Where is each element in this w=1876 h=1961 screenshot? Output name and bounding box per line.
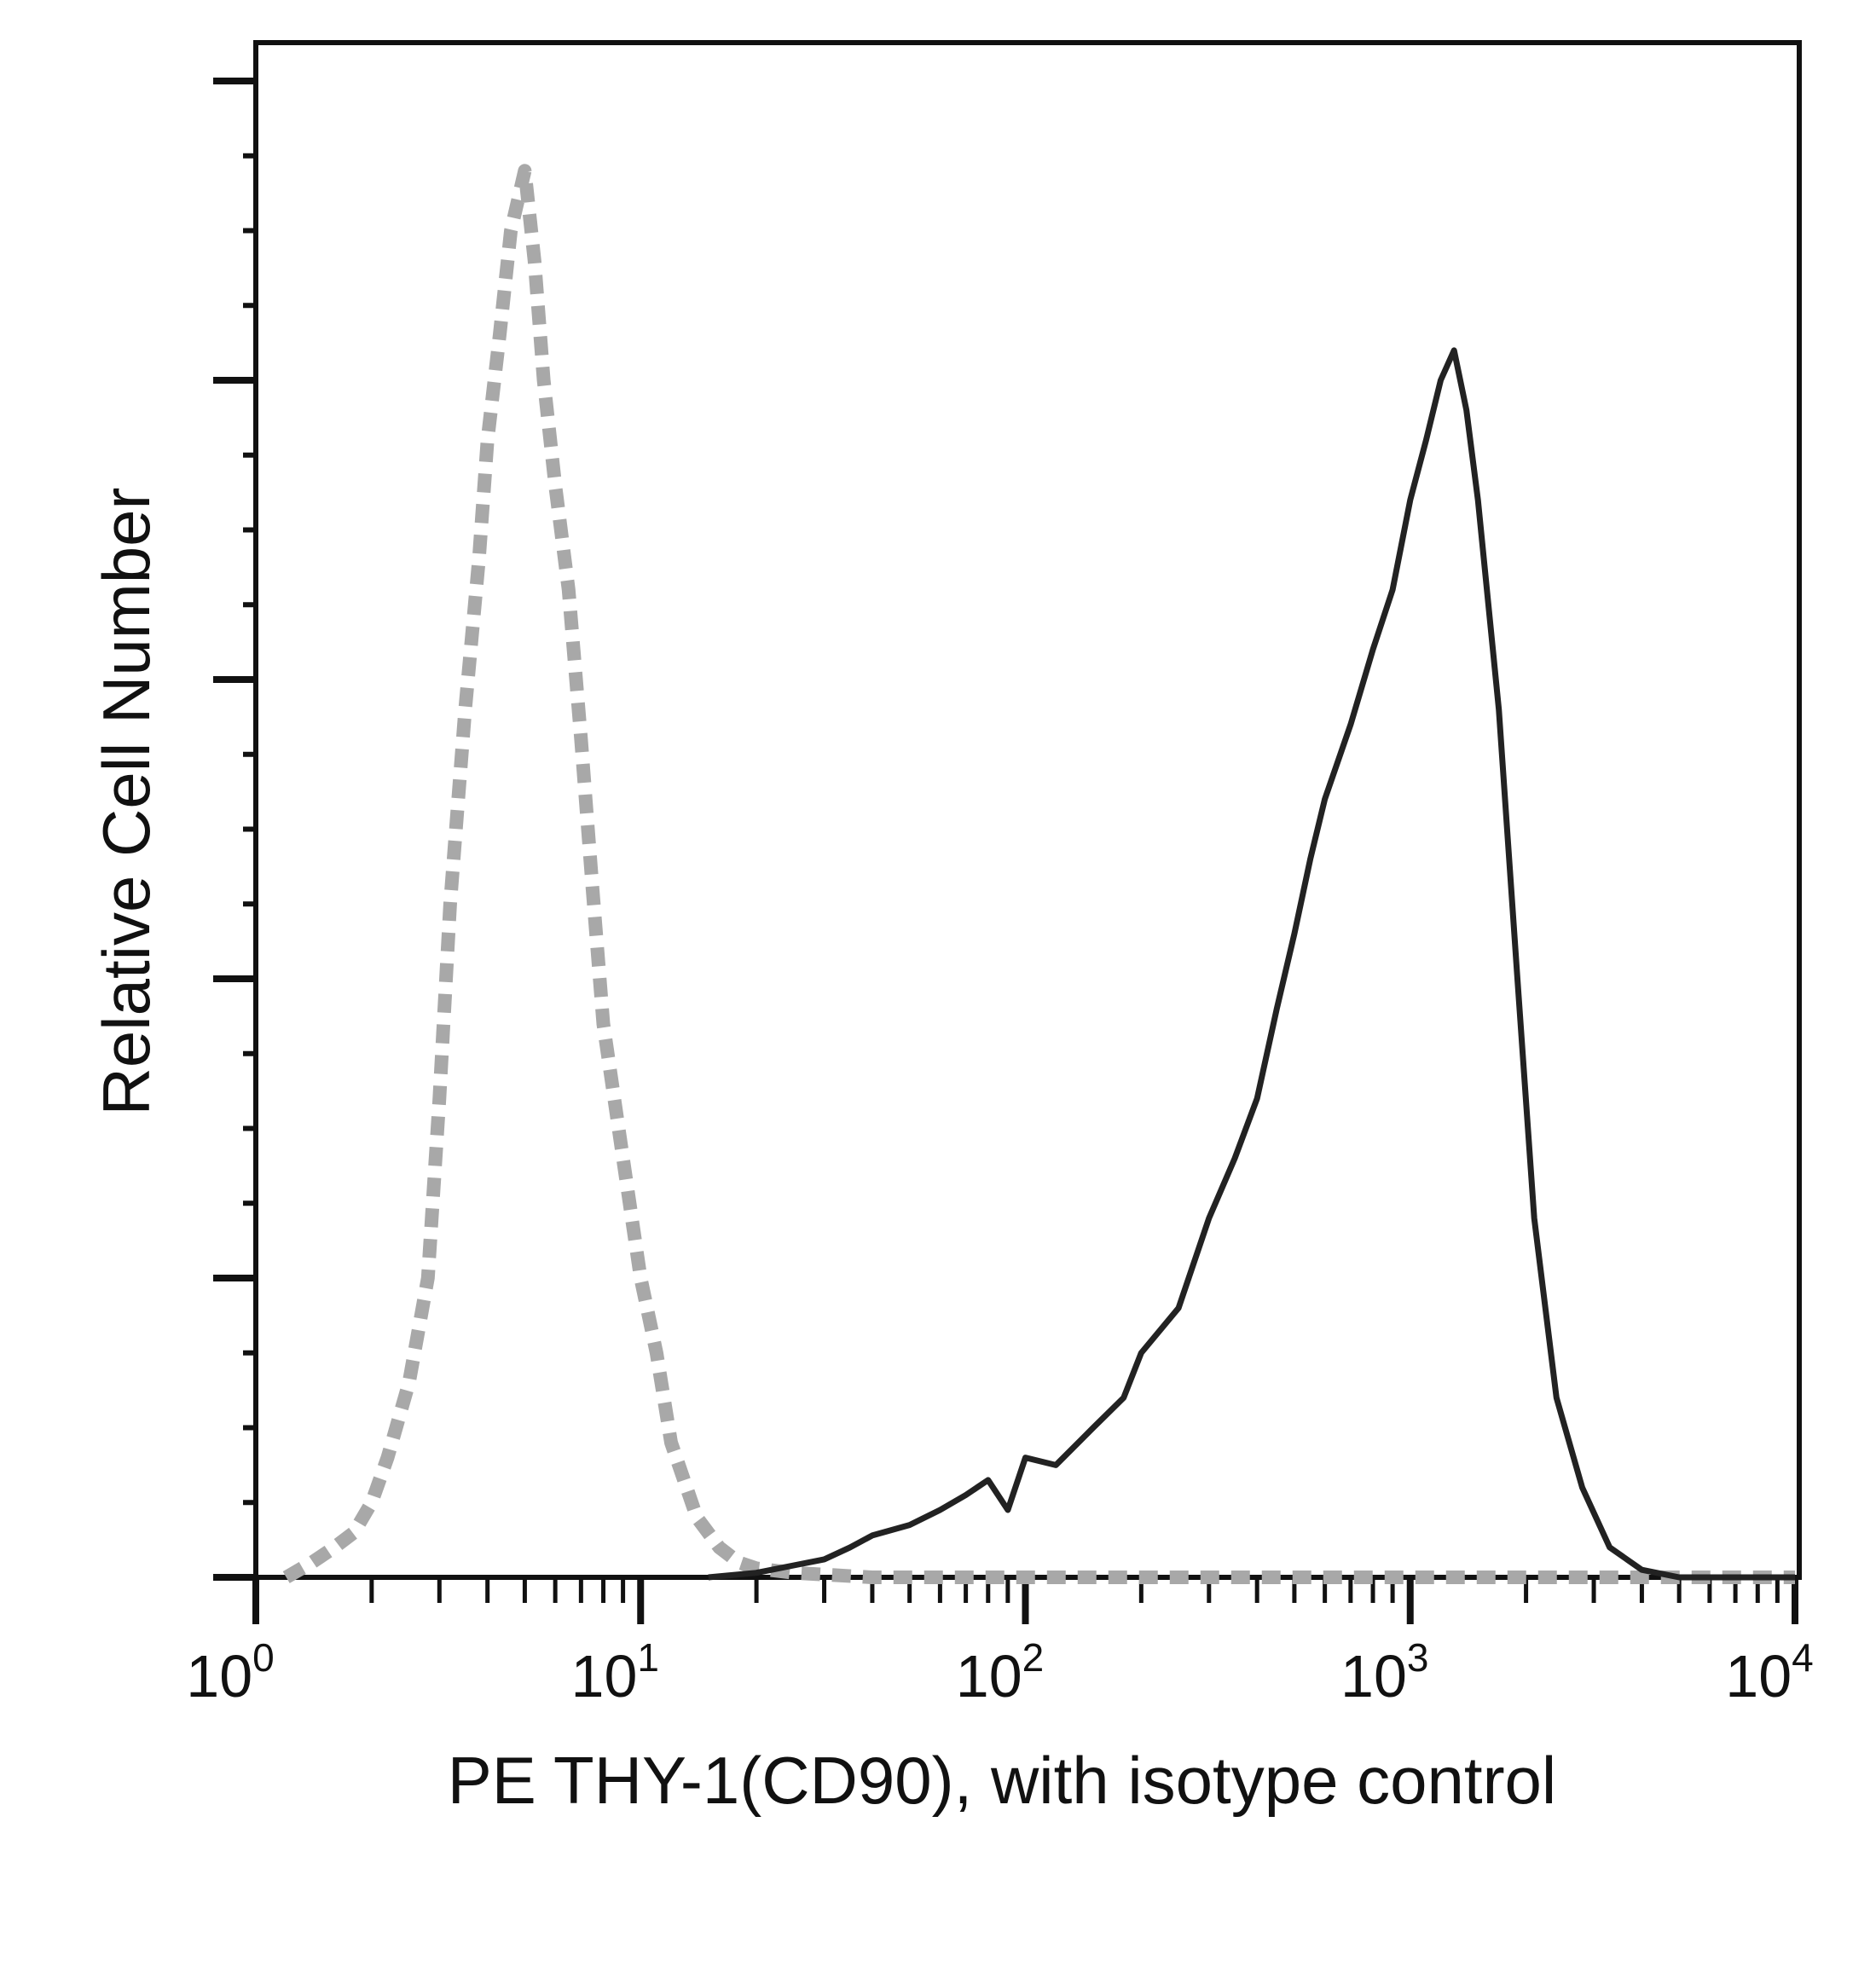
x-tick-label: 103 — [1340, 1635, 1428, 1709]
isotype-control-histogram — [282, 164, 1795, 1584]
x-axis-tick-labels: 100 101 102 103 104 — [186, 1635, 1813, 1709]
x-tick-label: 102 — [956, 1635, 1044, 1709]
x-tick-label: 100 — [186, 1635, 274, 1709]
cd90-histogram — [708, 347, 1795, 1581]
x-axis-title: PE THY-1(CD90), with isotype control — [448, 1743, 1557, 1818]
series-layer — [282, 164, 1795, 1584]
y-axis-title: Relative Cell Number — [89, 488, 164, 1116]
x-tick-label: 104 — [1725, 1635, 1813, 1709]
plot-frame — [253, 40, 1802, 1580]
y-axis-ticks — [213, 78, 256, 1581]
x-tick-label: 101 — [571, 1635, 659, 1709]
x-axis-ticks — [252, 1577, 1798, 1624]
